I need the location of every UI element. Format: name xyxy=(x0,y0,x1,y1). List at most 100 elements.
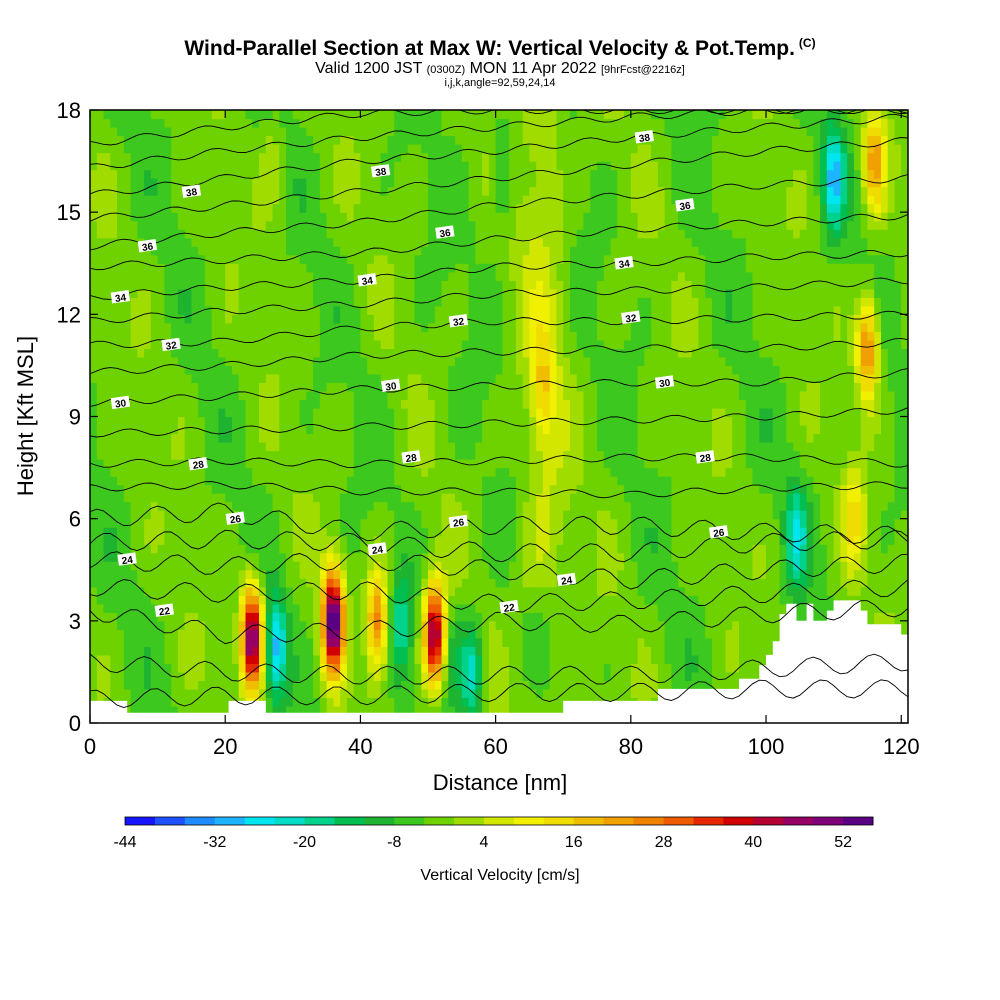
heat-cell xyxy=(286,467,294,477)
heat-cell xyxy=(259,373,267,383)
heat-cell xyxy=(509,263,517,273)
heat-cell xyxy=(299,373,307,383)
heat-cell xyxy=(333,152,341,162)
heat-cell xyxy=(245,612,253,622)
heat-cell xyxy=(502,110,510,120)
heat-cell xyxy=(144,518,152,528)
heat-cell xyxy=(380,442,389,452)
heat-cell xyxy=(549,595,558,605)
heat-cell xyxy=(522,442,531,452)
heat-cell xyxy=(353,442,362,452)
heat-cell xyxy=(286,680,294,690)
heat-cell xyxy=(272,663,280,673)
heat-cell xyxy=(144,178,152,188)
heat-cell xyxy=(414,569,422,579)
heat-cell xyxy=(191,433,199,443)
heat-cell xyxy=(313,569,321,579)
heat-cell xyxy=(292,246,301,256)
heat-cell xyxy=(522,510,531,520)
heat-cell xyxy=(387,212,395,222)
heat-cell xyxy=(150,127,159,137)
heat-cell xyxy=(191,356,199,366)
heat-cell xyxy=(117,612,125,622)
heat-cell xyxy=(509,280,517,290)
heat-cell xyxy=(495,135,503,145)
heat-cell xyxy=(150,288,159,298)
heat-cell xyxy=(346,271,355,281)
heat-cell xyxy=(259,110,267,120)
heat-cell xyxy=(488,459,497,469)
heat-cell xyxy=(265,288,274,298)
heat-cell xyxy=(150,305,159,315)
heat-cell xyxy=(292,654,301,664)
heat-cell xyxy=(448,586,456,596)
heat-cell xyxy=(434,578,443,588)
heat-cell xyxy=(421,305,429,315)
heat-cell xyxy=(306,484,314,494)
heat-cell xyxy=(157,152,165,162)
heat-cell xyxy=(360,305,368,315)
heat-cell xyxy=(367,467,375,477)
heat-cell xyxy=(103,271,111,281)
heat-cell xyxy=(387,399,395,409)
heat-cell xyxy=(184,178,192,188)
heat-cell xyxy=(475,356,483,366)
heat-cell xyxy=(292,544,301,554)
heat-cell xyxy=(90,476,98,486)
heat-cell xyxy=(529,518,537,528)
heat-cell xyxy=(549,442,558,452)
heat-cell xyxy=(407,356,416,366)
heat-cell xyxy=(475,186,483,196)
heat-cell xyxy=(414,348,422,358)
heat-cell xyxy=(333,314,341,324)
heat-cell xyxy=(515,348,524,358)
heat-cell xyxy=(502,527,510,537)
heat-cell xyxy=(286,518,294,528)
heat-cell xyxy=(103,195,111,205)
heat-cell xyxy=(117,178,125,188)
heat-cell xyxy=(333,271,341,281)
heat-cell xyxy=(211,356,220,366)
heat-cell xyxy=(96,178,105,188)
heat-cell xyxy=(103,629,111,639)
heat-cell xyxy=(103,467,111,477)
heat-cell xyxy=(482,544,490,554)
copyright-mark: (C) xyxy=(798,36,816,50)
heat-cell xyxy=(441,569,449,579)
heat-cell xyxy=(90,118,98,128)
heat-cell xyxy=(326,331,334,341)
heat-cell xyxy=(265,646,274,656)
heat-cell xyxy=(515,271,524,281)
heat-cell xyxy=(542,637,551,647)
heat-cell xyxy=(542,578,551,588)
heat-cell xyxy=(259,144,267,154)
heat-cell xyxy=(313,586,321,596)
heat-cell xyxy=(319,305,328,315)
heat-cell xyxy=(150,663,159,673)
heat-cell xyxy=(326,637,334,647)
heat-cell xyxy=(387,467,395,477)
heat-cell xyxy=(414,322,422,332)
heat-cell xyxy=(340,416,348,426)
heat-cell xyxy=(252,331,260,341)
heat-cell xyxy=(191,305,199,315)
heat-cell xyxy=(137,212,145,222)
heat-cell xyxy=(198,476,206,486)
heat-cell xyxy=(428,484,436,494)
heat-cell xyxy=(333,518,341,528)
heat-cell xyxy=(340,348,348,358)
heat-cell xyxy=(488,161,497,171)
heat-cell xyxy=(529,544,537,554)
heat-cell xyxy=(542,280,551,290)
heat-cell xyxy=(117,595,125,605)
heat-cell xyxy=(198,629,206,639)
heat-cell xyxy=(292,152,301,162)
heat-cell xyxy=(542,339,551,349)
heat-cell xyxy=(346,373,355,383)
heat-cell xyxy=(482,654,490,664)
heat-cell xyxy=(225,297,233,307)
heat-cell xyxy=(184,467,192,477)
heat-cell xyxy=(502,322,510,332)
heat-cell xyxy=(265,476,274,486)
heat-cell xyxy=(373,356,382,366)
